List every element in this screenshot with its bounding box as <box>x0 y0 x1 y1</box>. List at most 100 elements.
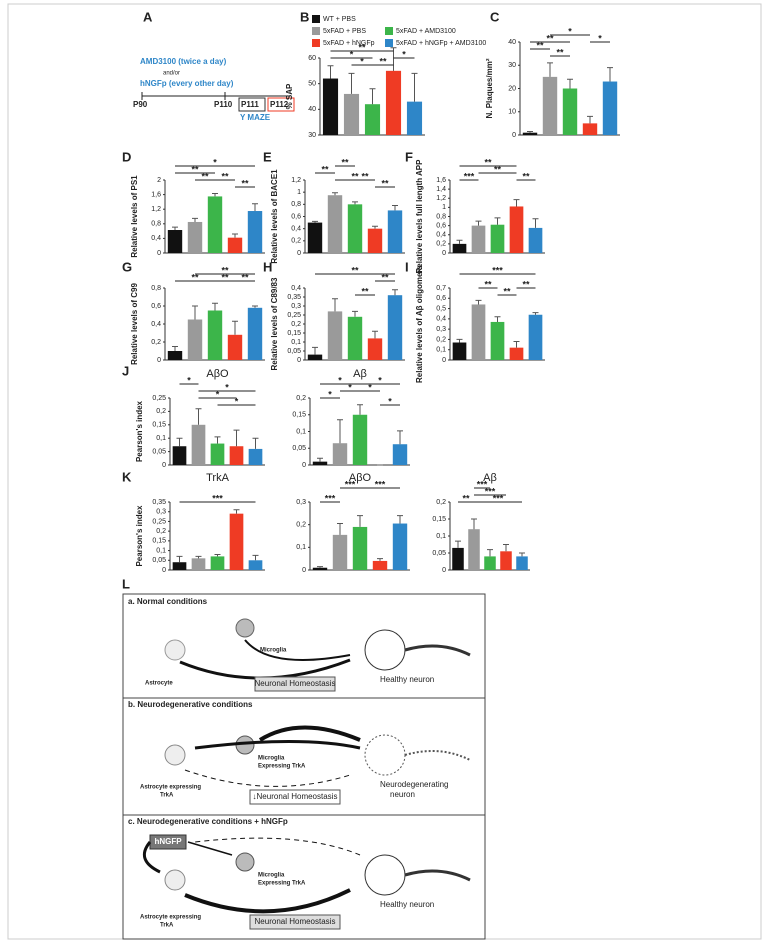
significance-label: * <box>235 396 239 406</box>
legend-swatch <box>312 15 320 23</box>
y-tick-label: 0,4 <box>151 321 161 328</box>
bar <box>500 551 512 570</box>
bar <box>392 444 408 465</box>
bar <box>509 347 524 360</box>
y-tick-label: 0,05 <box>287 348 301 355</box>
y-axis-label: N. Plaques/mm² <box>485 58 494 118</box>
y-tick-label: 0 <box>302 462 306 469</box>
error-bar <box>513 199 520 207</box>
axon <box>404 750 471 761</box>
panel-label: K <box>122 469 132 484</box>
bar <box>229 446 244 465</box>
significance-label: *** <box>492 265 503 275</box>
y-tick-label: 0,15 <box>152 422 166 429</box>
error-bar <box>172 346 178 351</box>
significance-label: ** <box>484 279 492 289</box>
error-bar <box>312 220 318 223</box>
y-tick-label: 0,8 <box>151 221 161 228</box>
bar <box>210 443 225 465</box>
significance-label: *** <box>485 486 496 496</box>
significance-label: ** <box>484 157 492 167</box>
bar <box>167 351 183 360</box>
significance-label: ** <box>241 178 249 188</box>
y-tick-label: 2 <box>157 177 161 184</box>
y-tick-label: 0,8 <box>291 201 301 208</box>
bar <box>392 523 408 570</box>
cell-label: Astrocyte expressing <box>140 915 201 921</box>
bar <box>312 567 328 570</box>
day-label: P110 <box>214 100 233 109</box>
y-axis-label: Pearson's index <box>135 400 144 462</box>
error-bar <box>411 72 418 102</box>
significance-label: ** <box>556 47 564 57</box>
error-bar <box>317 566 323 568</box>
error-bar <box>547 62 553 77</box>
bar <box>307 354 323 360</box>
error-bar <box>513 340 520 348</box>
cell-label: Healthy neuron <box>380 900 434 909</box>
error-bar <box>390 47 397 71</box>
arrow <box>244 639 351 661</box>
y-tick-label: 0 <box>297 250 301 257</box>
bar <box>327 195 343 253</box>
y-tick-label: 0,6 <box>436 295 446 302</box>
y-tick-label: 0,4 <box>436 316 446 323</box>
error-bar <box>192 217 198 222</box>
bar <box>247 211 263 253</box>
cell-label: Healthy neuron <box>380 675 434 684</box>
y-tick-label: 1,2 <box>151 206 161 213</box>
drug-label: hNGFp (every other day) <box>140 79 234 88</box>
bar <box>172 562 187 570</box>
diagram-box <box>122 593 486 940</box>
bar <box>322 78 339 135</box>
bar <box>312 461 328 465</box>
section-title: c. Neurodegenerative conditions + hNGFp <box>128 817 288 826</box>
error-bar <box>567 78 573 89</box>
significance-label: * <box>568 26 572 36</box>
day-label: P112 <box>270 100 289 109</box>
significance-label: ** <box>191 272 199 282</box>
section-title: b. Neurodegenerative conditions <box>128 700 253 709</box>
panel-label: F <box>405 149 413 164</box>
bar <box>227 334 243 360</box>
y-tick-label: 0 <box>302 567 306 574</box>
error-bar <box>532 218 539 228</box>
bar <box>522 132 538 135</box>
legend-swatch <box>385 27 393 35</box>
significance-label: ** <box>241 272 249 282</box>
neuron <box>364 854 406 896</box>
y-tick-label: 0 <box>157 250 161 257</box>
cell-label: TrkA <box>160 923 174 929</box>
error-bar <box>369 88 376 105</box>
neuron <box>364 734 406 776</box>
y-tick-label: 0,6 <box>291 213 301 220</box>
microglia <box>235 618 255 638</box>
significance-label: ** <box>522 279 530 289</box>
bar <box>207 196 223 253</box>
significance-label: *** <box>375 479 386 489</box>
y-tick-label: 0,25 <box>287 312 301 319</box>
bar <box>385 70 402 135</box>
chart-title: Aβ <box>353 368 367 380</box>
legend-swatch <box>312 27 320 35</box>
y-tick-label: 0,05 <box>292 445 306 452</box>
y-tick-label: 1 <box>297 189 301 196</box>
astrocyte <box>164 639 186 661</box>
y-tick-label: 0,2 <box>156 528 166 535</box>
bar <box>327 311 343 360</box>
bar <box>452 243 467 253</box>
error-bar <box>214 553 221 557</box>
error-bar <box>352 201 358 205</box>
label-box <box>254 676 336 692</box>
frame <box>7 3 762 940</box>
bar <box>509 206 524 253</box>
bar <box>516 556 528 570</box>
y-axis-label: Relative levels of C89/83 <box>270 277 279 370</box>
significance-label: ** <box>536 40 544 50</box>
day-label: P90 <box>133 100 148 109</box>
bar <box>307 222 323 253</box>
significance-label: * <box>187 375 191 385</box>
bar <box>528 314 543 360</box>
bar <box>343 93 360 135</box>
